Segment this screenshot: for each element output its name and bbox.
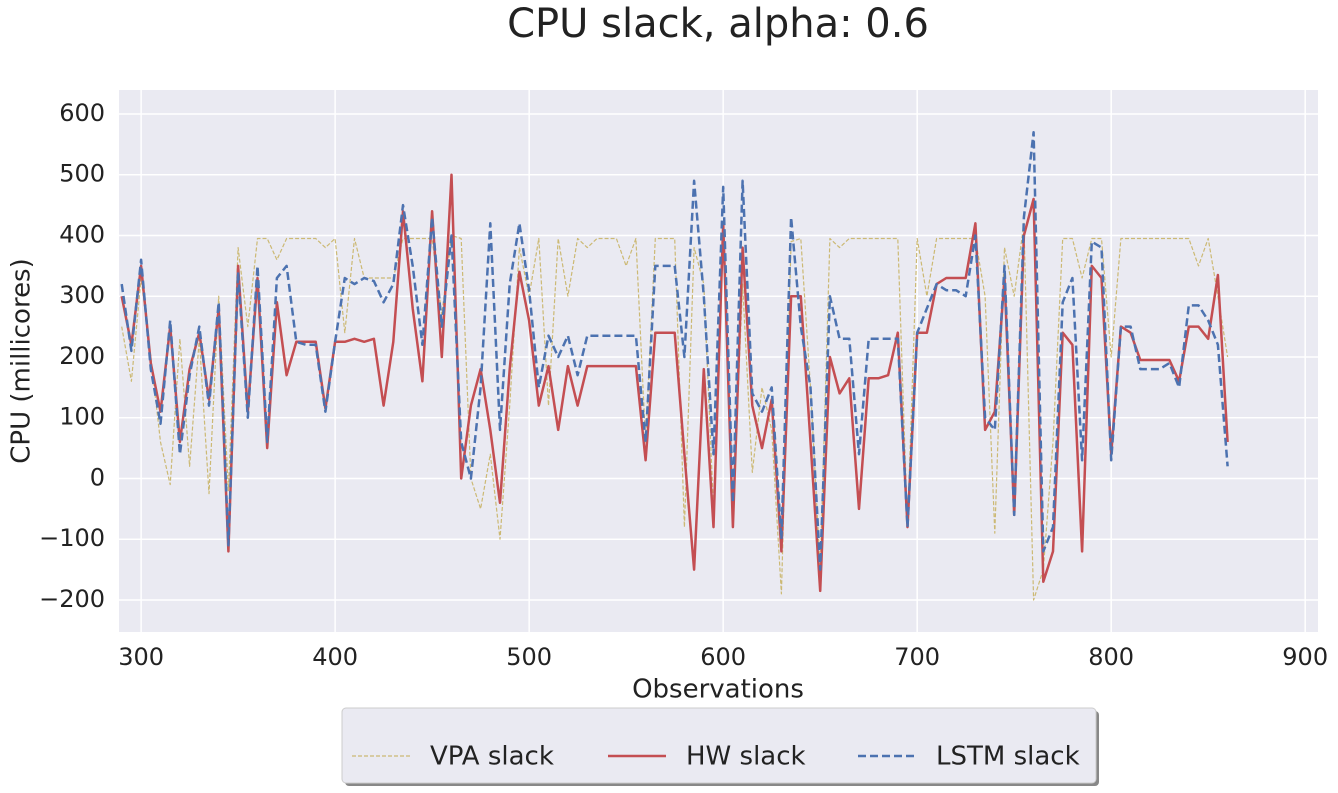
y-tick-label: 400 [59,220,105,248]
x-tick-label: 400 [312,643,358,671]
legend-label: HW slack [686,742,806,772]
y-axis-label: CPU (millicores) [7,258,37,464]
x-tick-label: 800 [1088,643,1134,671]
x-axis-label: Observations [632,675,804,705]
x-tick-label: 300 [118,643,164,671]
y-tick-label: 600 [59,99,105,127]
legend-label: VPA slack [430,742,554,772]
x-tick-label: 700 [894,643,940,671]
x-tick-label: 500 [506,643,552,671]
legend-box [341,707,1097,784]
y-tick-label: 200 [59,342,105,370]
y-tick-label: −100 [39,524,105,552]
series-line [120,173,1229,593]
y-tick-label: 300 [59,281,105,309]
y-tick-label: −200 [39,585,105,613]
y-tick-label: 0 [90,463,105,491]
chart-title: CPU slack, alpha: 0.6 [507,1,929,47]
legend: VPA slack HW slack LSTM slack [341,707,1099,786]
x-tick-label: 900 [1282,643,1328,671]
series-line [120,130,1229,571]
x-tick-label: 600 [700,643,746,671]
legend-label: LSTM slack [936,742,1080,772]
y-tick-label: 100 [59,403,105,431]
y-tick-label: 500 [59,160,105,188]
